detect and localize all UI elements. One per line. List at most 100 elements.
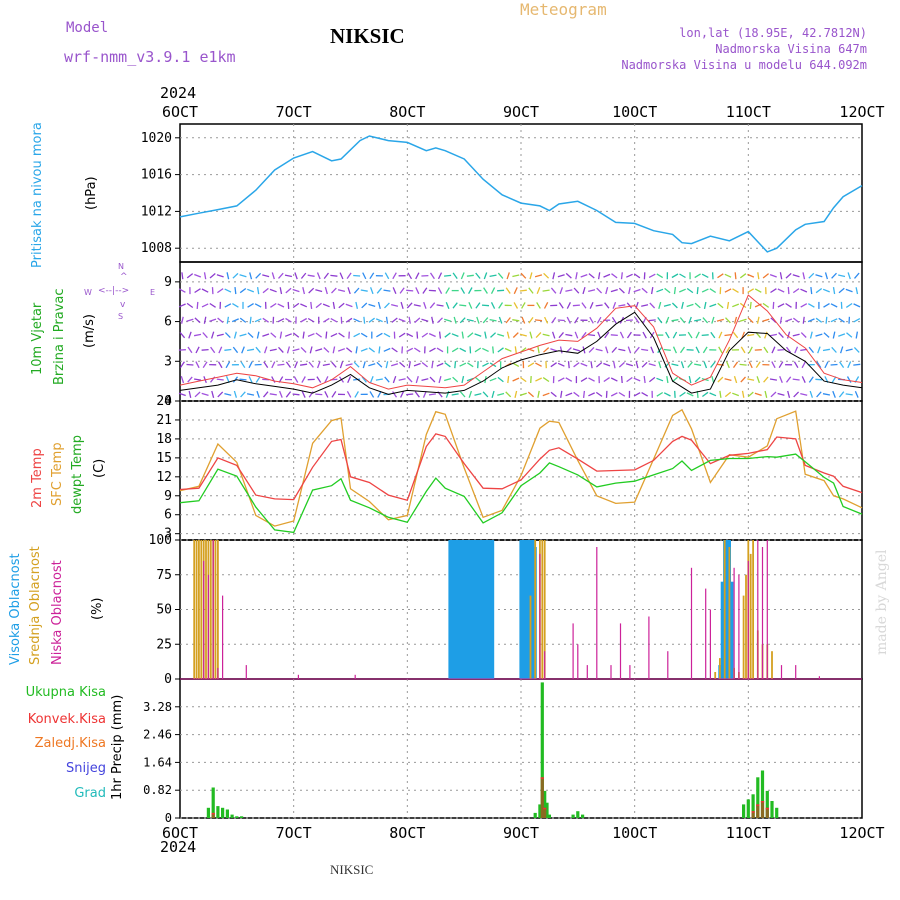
wind-arrow <box>770 288 777 294</box>
wind-arrow <box>247 303 254 308</box>
wind-arrow <box>687 331 693 339</box>
wind-arrow <box>255 346 261 354</box>
wind-arrow <box>377 391 382 398</box>
wind-arrow <box>610 288 618 293</box>
wind-arrow <box>315 332 322 338</box>
wind-arrow <box>816 391 822 398</box>
wind-arrow <box>580 362 588 367</box>
cloud-bar <box>245 665 247 679</box>
wind-arrow <box>224 303 232 308</box>
cloud-bar <box>742 595 745 679</box>
wind-arrow <box>505 287 511 294</box>
wind-arrow <box>807 318 815 323</box>
y-tick-label: 9 <box>164 275 172 290</box>
wind-arrow <box>369 391 375 398</box>
wind-arrow <box>627 346 632 354</box>
wind-arrow <box>740 346 746 354</box>
cloud-bar <box>222 595 224 679</box>
wind-arrow <box>626 376 633 383</box>
wind-arrow <box>831 272 837 279</box>
wind-arrow-field <box>178 272 861 398</box>
wind-arrow <box>284 274 293 278</box>
wind-arrow <box>247 332 254 338</box>
wind-arrow <box>656 273 664 279</box>
wind-arrow <box>809 390 814 398</box>
wind-arrow <box>574 316 579 324</box>
rain-bar <box>775 807 779 818</box>
wind-arrow <box>581 331 587 339</box>
wind-arrow <box>573 391 580 398</box>
wind-arrow <box>468 301 473 309</box>
wind-arrow <box>271 361 276 369</box>
wind-arrow <box>294 272 298 280</box>
wind-arrow <box>246 348 255 352</box>
wind-arrow <box>391 347 398 353</box>
wind-arrow <box>595 391 603 397</box>
wind-arrow <box>739 273 747 279</box>
wind-arrow <box>666 375 669 384</box>
wind-arrow <box>431 361 434 369</box>
wind-arrow <box>618 287 625 294</box>
elevation-label: Nadmorska Visina 647m <box>715 42 867 56</box>
wind-arrow <box>648 363 656 367</box>
wind-arrow <box>558 302 564 309</box>
wind-arrow <box>521 302 526 309</box>
wind-arrow <box>315 289 323 293</box>
x-tick-label-top: 11OCT <box>726 103 771 121</box>
wind-arrow <box>330 333 338 338</box>
wind-arrow <box>612 301 617 309</box>
wind-arrow <box>194 317 201 324</box>
wind-arrow <box>588 333 596 337</box>
wind-arrow <box>573 362 580 368</box>
wind-arrow <box>719 390 722 398</box>
wind-arrow <box>830 318 838 323</box>
wind-arrow <box>732 331 739 339</box>
wind-arrow <box>195 361 200 369</box>
pressure-line <box>179 135 863 253</box>
wind-arrow <box>323 272 330 279</box>
y-tick-label: 3 <box>164 527 172 542</box>
wind-arrow <box>413 347 421 353</box>
wind-arrow <box>771 361 776 369</box>
x-tick-label-bottom: 8OCT <box>389 824 425 842</box>
cloud-bar <box>354 674 356 679</box>
conv-rain-bar <box>756 804 760 818</box>
legend-hail: Grad <box>74 786 106 801</box>
wind-arrow <box>209 318 217 323</box>
cloud-bar <box>519 540 523 679</box>
wind-arrow <box>384 376 390 383</box>
wind-arrow <box>203 272 207 280</box>
wind-arrow <box>672 346 677 354</box>
wind-arrow <box>566 316 571 324</box>
wind-arrow <box>763 346 769 354</box>
wind-arrow <box>792 333 800 337</box>
wind-arrow <box>726 361 730 369</box>
cloud-bar <box>209 540 212 679</box>
wind-arrow <box>490 332 497 338</box>
wind-arrow <box>787 390 791 398</box>
wind-arrow <box>363 316 366 324</box>
wind-arrow <box>422 287 428 294</box>
wind-arrow <box>649 302 656 309</box>
wind-arrow <box>838 287 845 294</box>
wind-arrow <box>239 317 247 323</box>
wind-arrow <box>406 289 414 292</box>
wind-arrow <box>498 316 503 324</box>
wind-arrow <box>459 304 467 307</box>
wind-arrow <box>492 346 495 354</box>
wind-arrow <box>566 302 571 309</box>
wind-arrow <box>186 302 194 309</box>
wind-arrow <box>239 378 247 381</box>
wind-arrow <box>824 272 829 280</box>
wind-arrow <box>764 390 768 398</box>
wind-arrow <box>680 361 685 369</box>
wind-arrow <box>846 332 853 338</box>
wind-arrow <box>246 393 255 396</box>
wind-arrow <box>565 272 572 279</box>
wind-arrow <box>240 361 246 369</box>
wind-arrow <box>838 391 845 398</box>
wind-arrow <box>673 287 677 295</box>
wind-arrow <box>519 289 527 292</box>
wind-arrow <box>316 376 322 383</box>
rain-bar <box>225 809 229 818</box>
